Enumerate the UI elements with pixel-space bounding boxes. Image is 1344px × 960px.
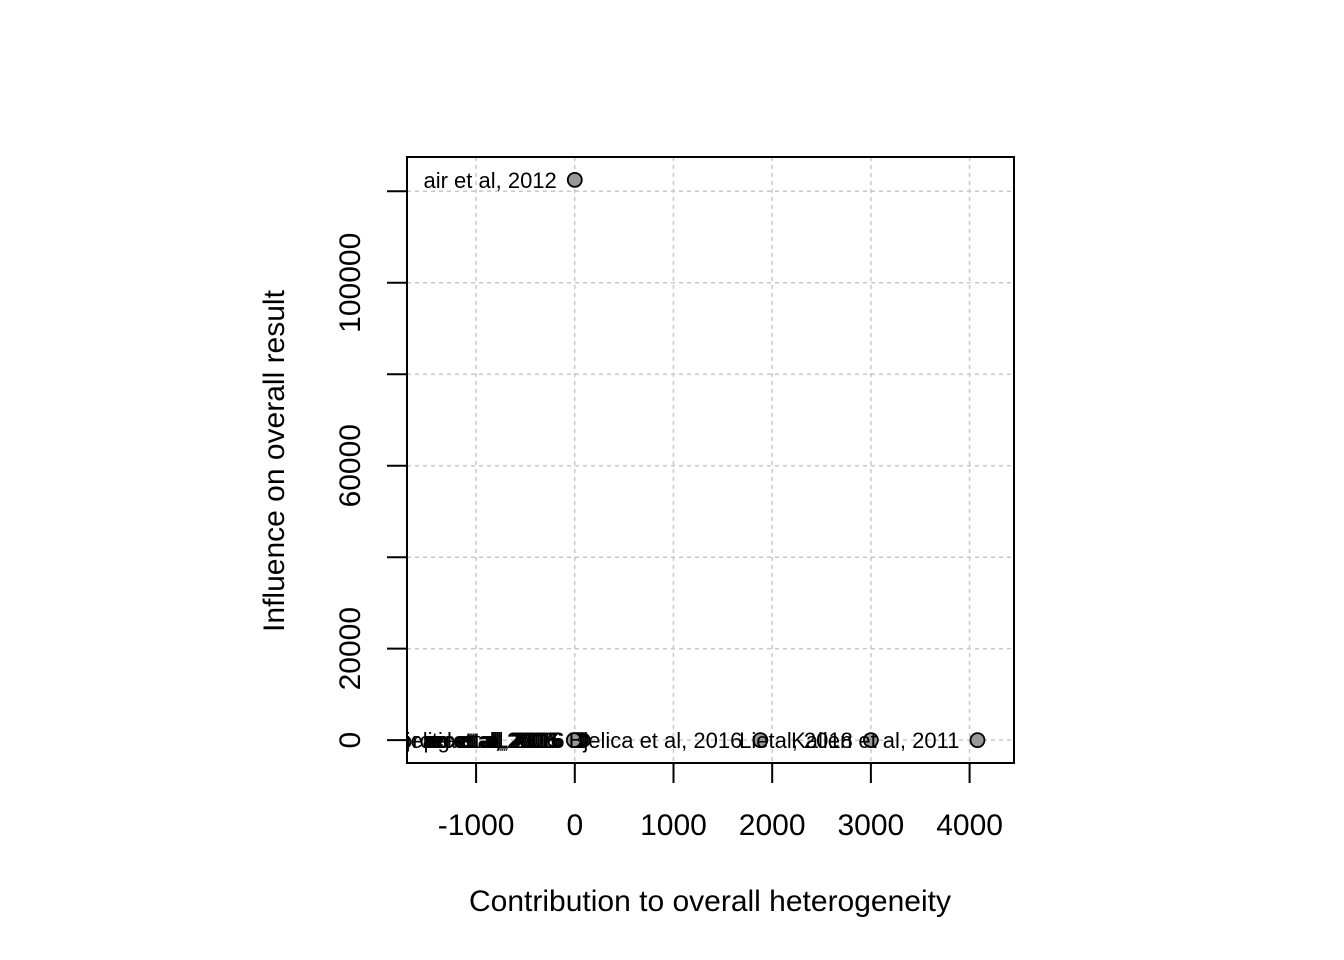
x-tick-label-0: -1000 — [438, 809, 515, 842]
y-axis-label: Influence on overall result — [258, 289, 291, 632]
x-tick-label-1: 0 — [566, 809, 583, 842]
data-points — [565, 171, 986, 749]
point-label-6: ael et al, 2015 — [423, 728, 561, 753]
point-label-2: Lietal, 2018 — [739, 728, 853, 753]
point-label-7: ng et al, 2016 — [425, 728, 558, 753]
point-label-8: pe et al, 2018 — [423, 728, 556, 753]
y-tick-label-3: 60000 — [334, 424, 367, 507]
y-tick-label-0: 0 — [334, 732, 367, 749]
point-label-0: air et al, 2012 — [423, 168, 556, 193]
point-label-5: jorotic et al, 2016 — [394, 728, 563, 753]
x-tick-label-4: 3000 — [838, 809, 905, 842]
x-tick-label-5: 4000 — [936, 809, 1003, 842]
data-point-1 — [969, 732, 986, 749]
x-tick-label-2: 1000 — [640, 809, 707, 842]
data-point-9 — [565, 732, 582, 749]
data-point-0 — [566, 171, 583, 188]
point-label-1: Kallen et al, 2011 — [791, 728, 959, 753]
data-point-2 — [862, 732, 879, 749]
plot-frame — [406, 156, 1015, 764]
point-label-4: Bjelica et al, 2016 — [391, 728, 565, 753]
x-axis-label: Contribution to overall heterogeneity — [469, 885, 951, 918]
y-axis: 0 20000 60000 100000 — [334, 190, 407, 749]
data-point-3 — [752, 732, 769, 749]
x-tick-label-3: 2000 — [739, 809, 806, 842]
point-labels: air et al, 2012 Kallen et al, 2011Lietal,… — [391, 168, 959, 753]
x-axis: -1000 0 1000 2000 3000 4000 — [438, 763, 1003, 842]
y-tick-label-5: 100000 — [334, 233, 367, 333]
point-label-3: Bjelica et al, 2016 — [569, 728, 743, 753]
y-tick-label-1: 20000 — [334, 607, 367, 690]
grid — [407, 157, 1014, 763]
point-label-9: ez et al, 2006 — [424, 728, 556, 753]
